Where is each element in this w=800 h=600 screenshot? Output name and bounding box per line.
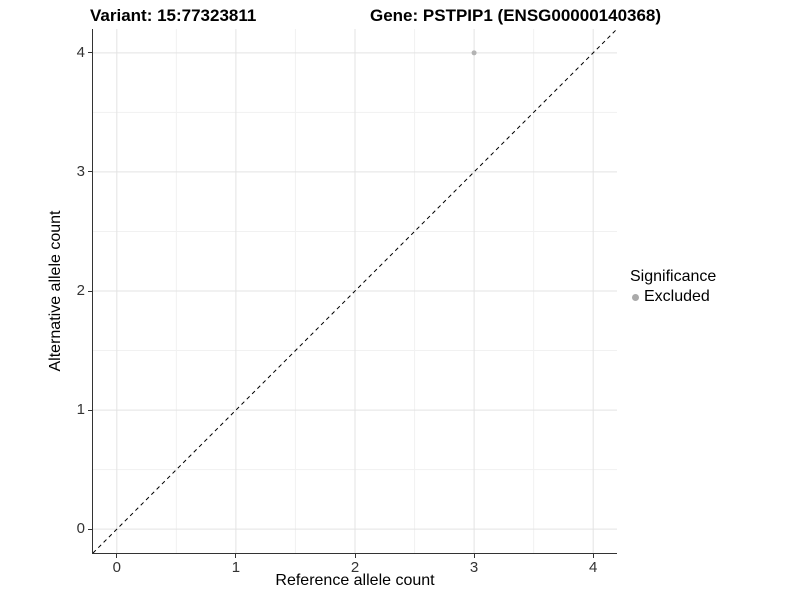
legend-title: Significance bbox=[630, 268, 717, 285]
y-axis-title: Alternative allele count bbox=[47, 210, 64, 372]
y-tick-label: 2 bbox=[76, 282, 85, 299]
x-tick-label: 3 bbox=[469, 559, 479, 576]
legend: Significance Excluded bbox=[630, 268, 716, 306]
plot-panel bbox=[92, 29, 617, 554]
legend-entry: Excluded bbox=[630, 288, 716, 306]
legend-entries: Excluded bbox=[630, 288, 716, 306]
y-tick-mark bbox=[88, 409, 92, 411]
data-point bbox=[471, 50, 477, 56]
x-tick-label: 4 bbox=[589, 559, 598, 576]
x-tick-mark bbox=[592, 554, 594, 558]
x-tick-label: 0 bbox=[112, 559, 121, 576]
x-tick-label: 2 bbox=[350, 559, 360, 576]
legend-entry-label: Excluded bbox=[644, 288, 710, 305]
x-tick-mark bbox=[354, 554, 356, 558]
identity-dashed-line bbox=[93, 29, 617, 553]
plot-title-variant: Variant: 15:77323811 bbox=[90, 6, 257, 25]
y-tick-mark bbox=[88, 290, 92, 292]
y-tick-mark bbox=[88, 171, 92, 173]
x-axis-title: Reference allele count bbox=[275, 572, 435, 589]
plot-area-svg bbox=[93, 29, 617, 553]
y-tick-label: 3 bbox=[76, 162, 85, 180]
y-tick-label: 0 bbox=[76, 520, 85, 538]
y-tick-label: 4 bbox=[76, 43, 85, 61]
y-tick-label: 1 bbox=[76, 401, 85, 419]
x-tick-mark bbox=[116, 554, 118, 558]
x-tick-label: 1 bbox=[231, 559, 241, 576]
legend-key-dot-icon bbox=[632, 293, 639, 301]
x-tick-mark bbox=[473, 554, 475, 558]
plot-title-gene: Gene: PSTPIP1 (ENSG00000140368) bbox=[370, 6, 662, 25]
x-tick-mark bbox=[235, 554, 237, 558]
y-tick-mark bbox=[88, 52, 92, 54]
y-tick-mark bbox=[88, 528, 92, 530]
